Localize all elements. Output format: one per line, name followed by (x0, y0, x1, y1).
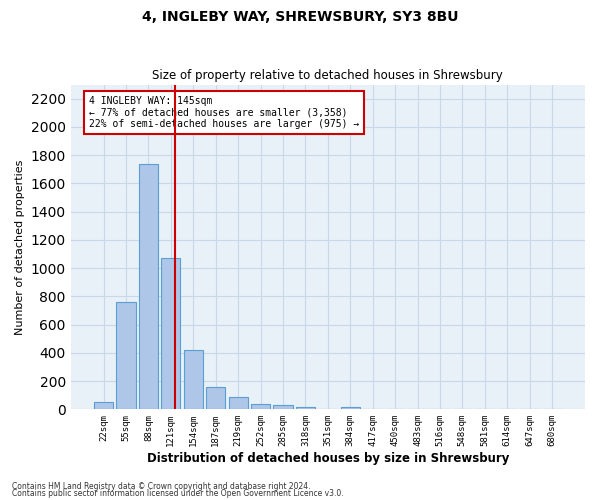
Text: 4, INGLEBY WAY, SHREWSBURY, SY3 8BU: 4, INGLEBY WAY, SHREWSBURY, SY3 8BU (142, 10, 458, 24)
Text: Contains HM Land Registry data © Crown copyright and database right 2024.: Contains HM Land Registry data © Crown c… (12, 482, 311, 491)
X-axis label: Distribution of detached houses by size in Shrewsbury: Distribution of detached houses by size … (146, 452, 509, 465)
Text: Contains public sector information licensed under the Open Government Licence v3: Contains public sector information licen… (12, 490, 344, 498)
Bar (251, 404, 270, 409)
Title: Size of property relative to detached houses in Shrewsbury: Size of property relative to detached ho… (152, 69, 503, 82)
Y-axis label: Number of detached properties: Number of detached properties (15, 160, 25, 334)
Text: 4 INGLEBY WAY: 145sqm
← 77% of detached houses are smaller (3,358)
22% of semi-d: 4 INGLEBY WAY: 145sqm ← 77% of detached … (89, 96, 359, 129)
Bar (116, 302, 136, 410)
Bar (161, 258, 181, 410)
Bar (206, 388, 225, 409)
Bar (274, 405, 293, 409)
Bar (139, 164, 158, 410)
Bar (341, 407, 360, 410)
Bar (296, 406, 315, 410)
Bar (229, 398, 248, 409)
Bar (184, 350, 203, 410)
Bar (94, 402, 113, 409)
